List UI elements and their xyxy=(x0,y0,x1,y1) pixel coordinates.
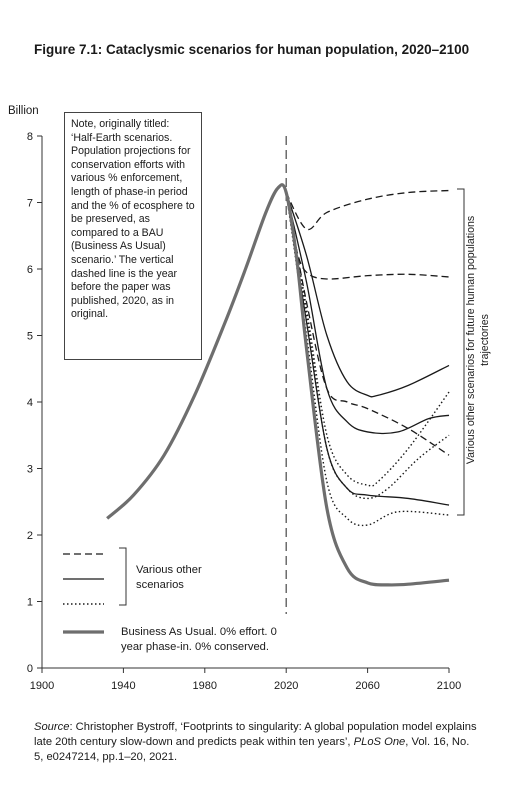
series-line-dashed xyxy=(285,189,450,231)
x-tick-label: 2100 xyxy=(437,680,461,692)
x-tick-label: 2060 xyxy=(355,680,379,692)
series-line-solid xyxy=(285,192,450,506)
right-bracket-label: Various other scenarios for future human… xyxy=(465,215,491,465)
y-tick-label: 1 xyxy=(27,597,33,609)
y-tick-label: 2 xyxy=(27,530,33,542)
series-line-solid xyxy=(285,192,450,398)
source-rest: , Vol. 16, No. 5, e0247214, pp.1–20, 202… xyxy=(34,736,470,763)
series-line-solid xyxy=(285,192,450,435)
series-line-dashed xyxy=(285,192,450,456)
y-tick-label: 7 xyxy=(27,198,33,210)
y-axis-unit-label: Billion xyxy=(8,105,39,117)
y-tick-label: 5 xyxy=(27,331,33,343)
legend-label-various-scenarios: Various other scenarios xyxy=(136,564,202,591)
note-box: Note, originally titled: ‘Half-Earth sce… xyxy=(64,112,202,360)
series-line-dotted xyxy=(285,192,450,527)
source-journal: PLoS One xyxy=(353,736,406,748)
x-tick-label: 1980 xyxy=(193,680,217,692)
x-tick-label: 2020 xyxy=(274,680,298,692)
chart-title: Figure 7.1: Cataclysmic scenarios for hu… xyxy=(34,42,470,57)
y-tick-label: 4 xyxy=(27,397,33,409)
y-tick-label: 8 xyxy=(27,131,33,143)
series-line-dotted xyxy=(285,192,450,487)
y-tick-label: 0 xyxy=(27,663,33,675)
series-line-bau xyxy=(106,183,450,587)
series-line-dotted xyxy=(285,192,450,500)
y-tick-label: 6 xyxy=(27,264,33,276)
x-tick-label: 1940 xyxy=(111,680,135,692)
legend-label-bau: Business As Usual. 0% effort. 0 year pha… xyxy=(121,626,277,653)
series-line-dashed xyxy=(285,192,450,280)
source-label: Source xyxy=(34,721,70,733)
source-text: : Christopher Bystroff, ‘Footprints to s… xyxy=(34,721,477,748)
x-tick-label: 1900 xyxy=(30,680,54,692)
y-tick-label: 3 xyxy=(27,464,33,476)
legend-bracket xyxy=(119,547,127,606)
source-citation: Source: Christopher Bystroff, ‘Footprint… xyxy=(34,720,479,765)
right-bracket xyxy=(457,188,465,516)
